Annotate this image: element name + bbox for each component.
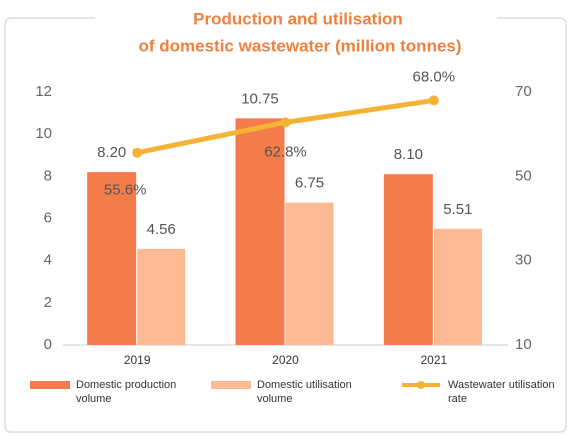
y-tick-label: 12 [35, 83, 52, 100]
line-point [428, 95, 439, 106]
bar [235, 118, 285, 346]
y2-tick-label: 30 [515, 252, 532, 269]
legend-swatch [211, 381, 251, 389]
data-label: 10.75 [241, 90, 279, 107]
y2-tick-label: 70 [515, 83, 532, 100]
frame [4, 17, 567, 433]
legend-swatch [30, 381, 70, 389]
y-tick-label: 6 [44, 209, 52, 226]
x-tick-label: 2019 [124, 353, 151, 367]
bar [137, 248, 186, 345]
data-label: 68.0% [413, 68, 456, 85]
chart-title: of domestic wastewater (million tonnes) [138, 36, 461, 55]
line-point [280, 117, 291, 128]
data-label: 55.6% [104, 182, 147, 199]
bar [433, 228, 482, 345]
y2-tick-label: 50 [515, 167, 532, 184]
y-tick-label: 10 [35, 125, 52, 142]
bar [383, 174, 433, 345]
legend-label: Wastewater utilisation rate [448, 379, 555, 405]
y-tick-label: 4 [44, 252, 52, 269]
legend-label: Domestic utilisation volume [257, 379, 352, 405]
data-label: 62.8% [264, 143, 307, 160]
x-tick-label: 2020 [272, 353, 299, 367]
y-tick-label: 2 [44, 294, 52, 311]
data-label: 6.75 [295, 175, 324, 192]
data-label: 8.20 [97, 144, 126, 161]
data-label: 4.56 [147, 221, 176, 238]
data-label: 8.10 [394, 146, 423, 163]
bar [87, 172, 137, 345]
data-label: 5.51 [443, 201, 472, 218]
chart-title: Production and utilisation [193, 9, 403, 28]
line-point [132, 147, 143, 158]
y2-tick-label: 10 [515, 336, 532, 353]
bar [285, 202, 334, 345]
y-tick-label: 8 [44, 167, 52, 184]
legend-swatch [417, 381, 425, 389]
x-tick-label: 2021 [420, 353, 447, 367]
y-tick-label: 0 [44, 336, 52, 353]
legend-label: Domestic production volume [76, 379, 177, 405]
